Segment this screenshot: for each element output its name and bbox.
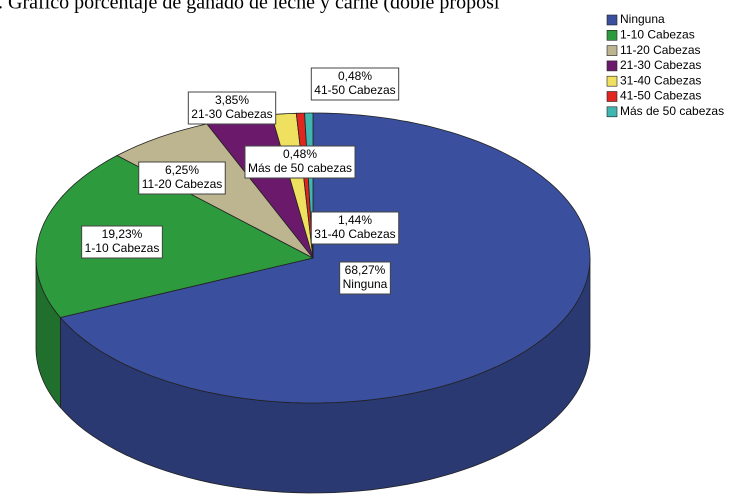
label-value: 68,27%	[345, 263, 386, 277]
legend-swatch	[606, 91, 618, 102]
slice	[35, 155, 315, 318]
label-category: Ninguna	[343, 277, 388, 291]
label-box	[339, 261, 391, 295]
slice	[59, 112, 591, 404]
label-category: 21-30 Cabezas	[191, 107, 272, 121]
label-category: 41-50 Cabezas	[314, 83, 395, 97]
label-box	[138, 161, 226, 195]
label-value: 3,85%	[215, 93, 249, 107]
legend-swatch	[606, 14, 618, 26]
legend-label: 11-20 Cabezas	[620, 43, 701, 57]
legend-label: 41-50 Cabezas	[620, 89, 701, 103]
label-value: 1,44%	[338, 213, 372, 227]
label-value: 0,48%	[338, 69, 372, 83]
data-label: 0,48%Más de 50 cabezas	[244, 145, 356, 179]
legend-swatch	[606, 45, 618, 56]
legend-label: 21-30 Cabezas	[620, 58, 701, 72]
label-category: 1-10 Cabezas	[85, 241, 160, 255]
label-category: Más de 50 cabezas	[248, 161, 352, 175]
data-label: 1,44%31-40 Cabezas	[310, 211, 400, 245]
data-label: 0,48%41-50 Cabezas	[310, 67, 400, 101]
data-label: 19,23%1-10 Cabezas	[81, 225, 163, 259]
legend-swatch	[606, 106, 618, 118]
chart-title: . Gráfico porcentaje de ganado de leche …	[0, 0, 500, 14]
data-label: 6,25%11-20 Cabezas	[138, 161, 226, 195]
label-value: 6,25%	[165, 163, 199, 177]
legend-label: 1-10 Cabezas	[620, 27, 695, 41]
label-value: 19,23%	[102, 227, 143, 241]
label-box	[310, 67, 400, 101]
legend-swatch	[606, 29, 618, 41]
legend-swatch	[606, 75, 618, 87]
label-value: 0,48%	[283, 147, 317, 161]
label-box	[187, 91, 277, 125]
label-box	[310, 211, 400, 245]
label-box	[81, 225, 163, 259]
legend-label: Más de 50 cabezas	[620, 104, 724, 118]
legend-label: 31-40 Cabezas	[620, 73, 701, 87]
legend-label: Ninguna	[620, 12, 665, 26]
label-box	[244, 145, 356, 179]
data-label: 3,85%21-30 Cabezas	[187, 91, 277, 125]
data-label: 68,27%Ninguna	[339, 261, 391, 295]
legend-swatch	[606, 60, 618, 72]
label-category: 31-40 Cabezas	[314, 227, 395, 241]
label-category: 11-20 Cabezas	[142, 177, 223, 191]
